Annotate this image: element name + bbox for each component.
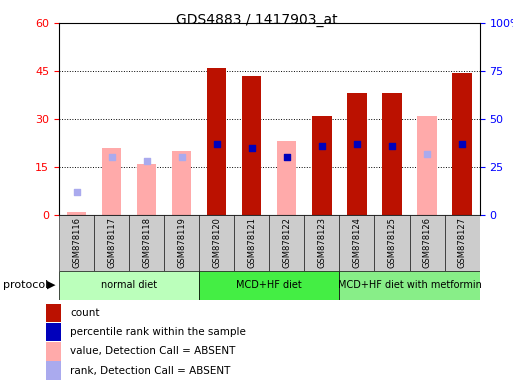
Point xyxy=(143,158,151,164)
Bar xyxy=(129,215,164,271)
Bar xyxy=(242,76,262,215)
Text: GSM878127: GSM878127 xyxy=(458,217,467,268)
Point xyxy=(353,141,361,147)
Bar xyxy=(46,304,62,322)
Bar xyxy=(234,215,269,271)
Bar xyxy=(94,215,129,271)
Bar xyxy=(59,271,199,300)
Text: GSM878119: GSM878119 xyxy=(177,217,186,268)
Bar xyxy=(102,148,121,215)
Bar xyxy=(374,215,409,271)
Bar xyxy=(67,212,86,215)
Bar xyxy=(164,215,199,271)
Bar xyxy=(46,361,62,380)
Text: GSM878120: GSM878120 xyxy=(212,217,221,268)
Text: GSM878123: GSM878123 xyxy=(318,217,326,268)
Bar xyxy=(312,116,331,215)
Text: protocol: protocol xyxy=(3,280,48,290)
Bar xyxy=(46,342,62,361)
Bar xyxy=(304,215,340,271)
Point xyxy=(248,145,256,151)
Text: GSM878118: GSM878118 xyxy=(142,217,151,268)
Text: MCD+HF diet: MCD+HF diet xyxy=(236,280,302,290)
Text: GDS4883 / 1417903_at: GDS4883 / 1417903_at xyxy=(175,13,338,27)
Bar xyxy=(46,323,62,341)
Text: GSM878116: GSM878116 xyxy=(72,217,81,268)
Text: GSM878126: GSM878126 xyxy=(423,217,431,268)
Text: GSM878121: GSM878121 xyxy=(247,217,256,268)
Point xyxy=(458,141,466,147)
Text: value, Detection Call = ABSENT: value, Detection Call = ABSENT xyxy=(70,346,236,356)
Text: normal diet: normal diet xyxy=(101,280,157,290)
Text: percentile rank within the sample: percentile rank within the sample xyxy=(70,327,246,337)
Bar xyxy=(199,271,340,300)
Text: count: count xyxy=(70,308,100,318)
Bar xyxy=(172,151,191,215)
Point xyxy=(318,143,326,149)
Point xyxy=(72,189,81,195)
Point xyxy=(423,151,431,157)
Bar xyxy=(59,215,94,271)
Bar xyxy=(199,215,234,271)
Bar xyxy=(340,215,374,271)
Text: GSM878124: GSM878124 xyxy=(352,217,362,268)
Text: ▶: ▶ xyxy=(47,280,56,290)
Bar xyxy=(409,215,445,271)
Bar xyxy=(347,93,367,215)
Point xyxy=(177,154,186,161)
Point xyxy=(107,154,115,161)
Bar xyxy=(269,215,304,271)
Bar xyxy=(445,215,480,271)
Text: GSM878122: GSM878122 xyxy=(282,217,291,268)
Bar xyxy=(277,141,297,215)
Point xyxy=(388,143,396,149)
Text: GSM878117: GSM878117 xyxy=(107,217,116,268)
Bar xyxy=(207,68,226,215)
Point xyxy=(212,141,221,147)
Bar xyxy=(137,164,156,215)
Bar xyxy=(340,271,480,300)
Text: GSM878125: GSM878125 xyxy=(387,217,397,268)
Bar xyxy=(452,73,472,215)
Point xyxy=(283,154,291,161)
Bar xyxy=(382,93,402,215)
Text: rank, Detection Call = ABSENT: rank, Detection Call = ABSENT xyxy=(70,366,231,376)
Bar xyxy=(418,116,437,215)
Text: MCD+HF diet with metformin: MCD+HF diet with metformin xyxy=(338,280,482,290)
